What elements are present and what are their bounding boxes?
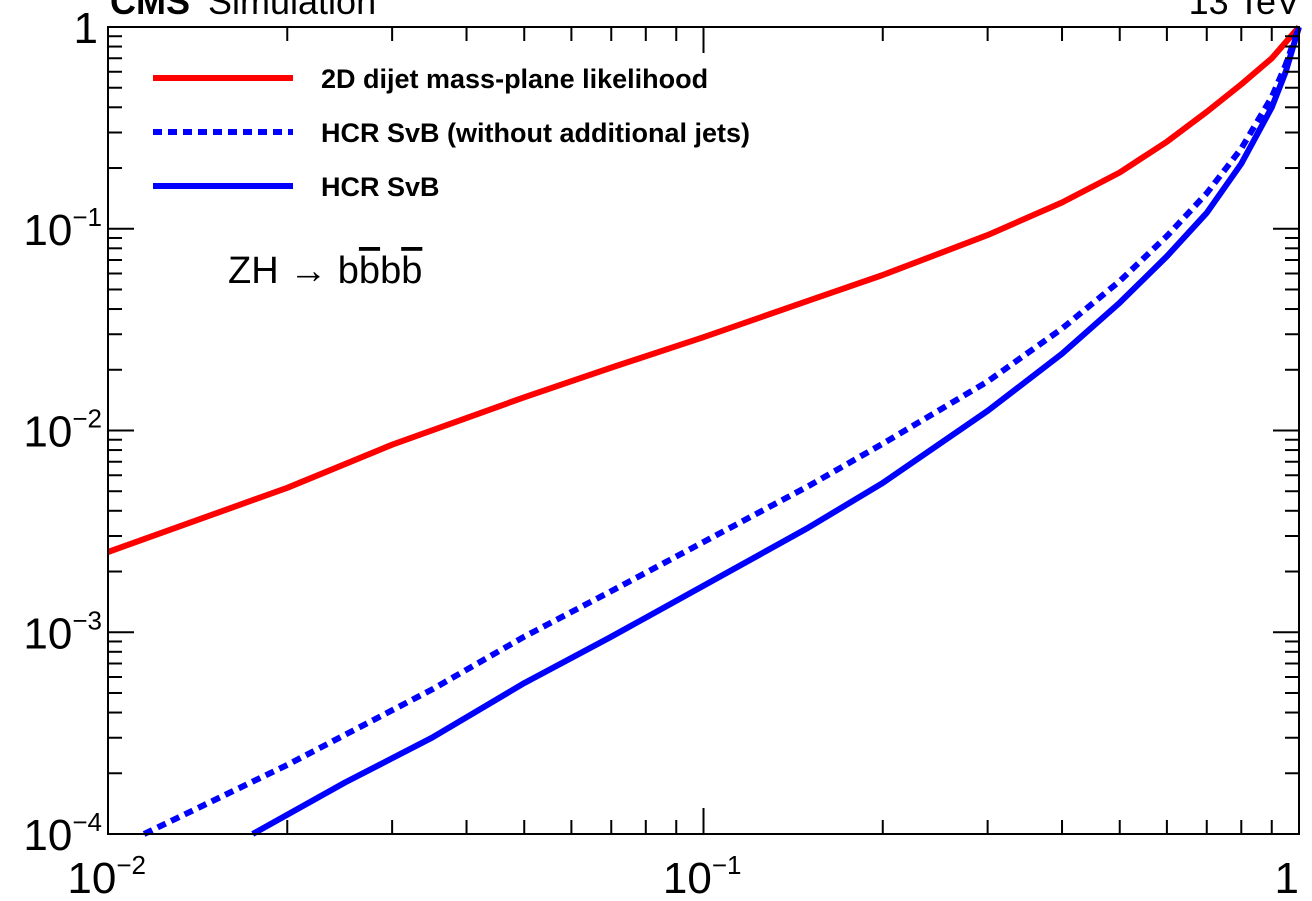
experiment-label: CMS [110, 0, 190, 22]
y-tick-label: 10−4 [23, 807, 102, 860]
simulation-label: Simulation [208, 0, 376, 22]
legend-label-1: HCR SvB (without additional jets) [321, 118, 750, 148]
x-tick-label: 10−2 [67, 850, 146, 901]
legend: 2D dijet mass-plane likelihood HCR SvB (w… [153, 64, 750, 202]
series-line-2 [251, 26, 1302, 837]
process-annotation: ZH → bbbb [228, 250, 422, 292]
process-quark-1: b [359, 250, 380, 292]
axis-ticks [107, 26, 1300, 835]
y-tick-label: 10−3 [23, 605, 102, 658]
y-tick-label: 1 [74, 4, 98, 53]
x-tick-label: 1 [1275, 854, 1299, 901]
y-tick-label: 10−2 [23, 404, 102, 457]
legend-label-0: 2D dijet mass-plane likelihood [321, 64, 708, 94]
process-quark-0: b [338, 250, 359, 292]
process-quark-3: b [401, 250, 422, 292]
series-line-0 [106, 25, 1302, 555]
process-prefix: ZH → [228, 250, 338, 292]
curves [106, 25, 1302, 837]
legend-label-2: HCR SvB [321, 172, 440, 202]
chart-header: CMS Simulation 13 TeV [110, 0, 1300, 22]
series-line-1 [142, 26, 1302, 837]
axis-tick-labels: 10−2 10−1 1 10−4 10−3 10−2 10−1 1 [23, 4, 1299, 901]
svg-text:CMS Simulation: CMS Simulation [110, 0, 376, 22]
y-tick-label: 10−1 [23, 202, 102, 255]
process-quark-2: b [380, 250, 401, 292]
x-tick-label: 10−1 [663, 850, 742, 901]
plot-frame [107, 26, 1300, 835]
energy-label: 13 TeV [1189, 0, 1300, 22]
